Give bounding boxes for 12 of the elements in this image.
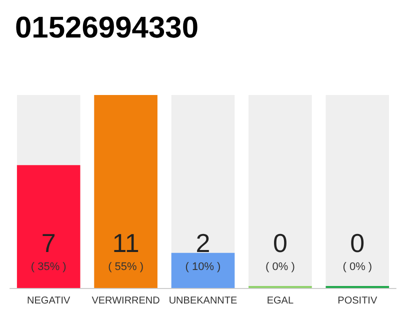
- data-label: 7 ( 35% ): [30, 228, 66, 273]
- x-tick-label: NEGATIV: [27, 296, 71, 306]
- data-label: 0 ( 0% ): [266, 228, 295, 273]
- x-tick-label: VERWIRREND: [92, 296, 160, 306]
- x-tick-label: POSITIV: [338, 296, 378, 306]
- bar: [171, 252, 235, 288]
- x-tick-label: EGAL: [266, 296, 294, 306]
- data-label: 11 ( 55% ): [108, 228, 144, 273]
- data-label: 0 ( 0% ): [342, 228, 372, 273]
- data-label: 2 ( 10% ): [185, 228, 221, 273]
- chart-title: 01526994330: [15, 12, 199, 44]
- x-tick-label: UNBEKANNTE: [168, 296, 238, 306]
